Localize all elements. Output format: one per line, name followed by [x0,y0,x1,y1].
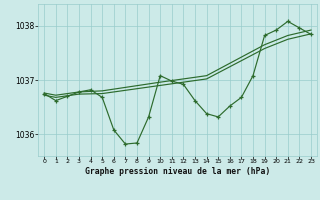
X-axis label: Graphe pression niveau de la mer (hPa): Graphe pression niveau de la mer (hPa) [85,167,270,176]
